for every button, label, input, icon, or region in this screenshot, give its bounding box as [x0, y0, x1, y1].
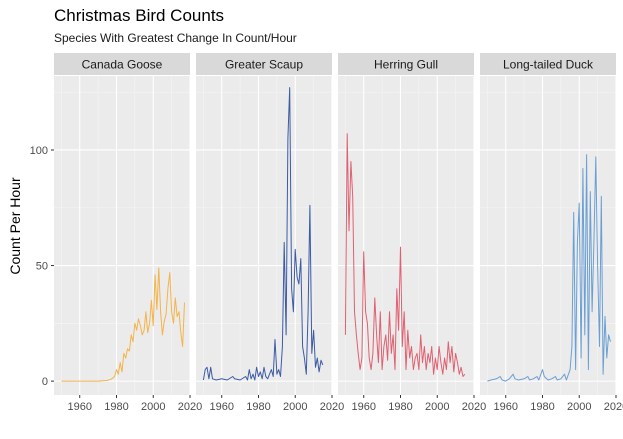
x-tick-label: 2020 [462, 401, 486, 413]
facet-strip [338, 53, 474, 75]
x-tick-label: 1960 [493, 401, 517, 413]
x-tick-label: 1980 [530, 401, 554, 413]
facet-label: Long-tailed Duck [503, 58, 594, 72]
facet-canada-goose: Canada Goose 1960 1980 2000 2020 [54, 53, 202, 413]
x-tick-label: 2000 [141, 401, 165, 413]
facet-long-tailed-duck: Long-tailed Duck 1960 1980 2000 2020 [480, 53, 623, 413]
y-tick-label: 100 [30, 145, 48, 157]
x-tick-label: 2020 [604, 401, 623, 413]
series-line-herring-gull [344, 133, 466, 377]
facet-panel-background [480, 76, 616, 395]
facet-strip [480, 53, 616, 75]
facet-strip [54, 53, 190, 75]
y-tick-label: 0 [42, 376, 48, 388]
x-tick-label: 2020 [178, 401, 202, 413]
facet-greater-scaup: Greater Scaup 1960 1980 2000 2020 [196, 53, 344, 413]
y-axis-title: Count Per Hour [7, 177, 23, 275]
x-tick-label: 2000 [567, 401, 591, 413]
facet-herring-gull: Herring Gull 1960 1980 2000 2020 [338, 53, 486, 413]
x-tick-label: 2000 [283, 401, 307, 413]
facet-label: Herring Gull [374, 58, 438, 72]
x-tick-label: 1960 [351, 401, 375, 413]
facet-panel-background [338, 76, 474, 395]
y-tick-label: 50 [36, 261, 48, 273]
x-tick-label: 1960 [67, 401, 91, 413]
facet-label: Canada Goose [82, 58, 163, 72]
facet-strip [196, 53, 332, 75]
x-tick-label: 1960 [209, 401, 233, 413]
chart-title: Christmas Bird Counts [54, 6, 225, 25]
x-tick-label: 1980 [388, 401, 412, 413]
x-tick-label: 2000 [425, 401, 449, 413]
series-line-long-tailed-duck [487, 154, 611, 382]
series-line-greater-scaup [202, 87, 324, 381]
x-tick-label: 2020 [320, 401, 344, 413]
facet-label: Greater Scaup [225, 58, 303, 72]
facet-panel-background [54, 76, 190, 395]
chart-subtitle: Species With Greatest Change In Count/Ho… [54, 31, 297, 45]
series-line-canada-goose [61, 267, 185, 382]
x-tick-label: 1980 [246, 401, 270, 413]
x-tick-label: 1980 [104, 401, 128, 413]
